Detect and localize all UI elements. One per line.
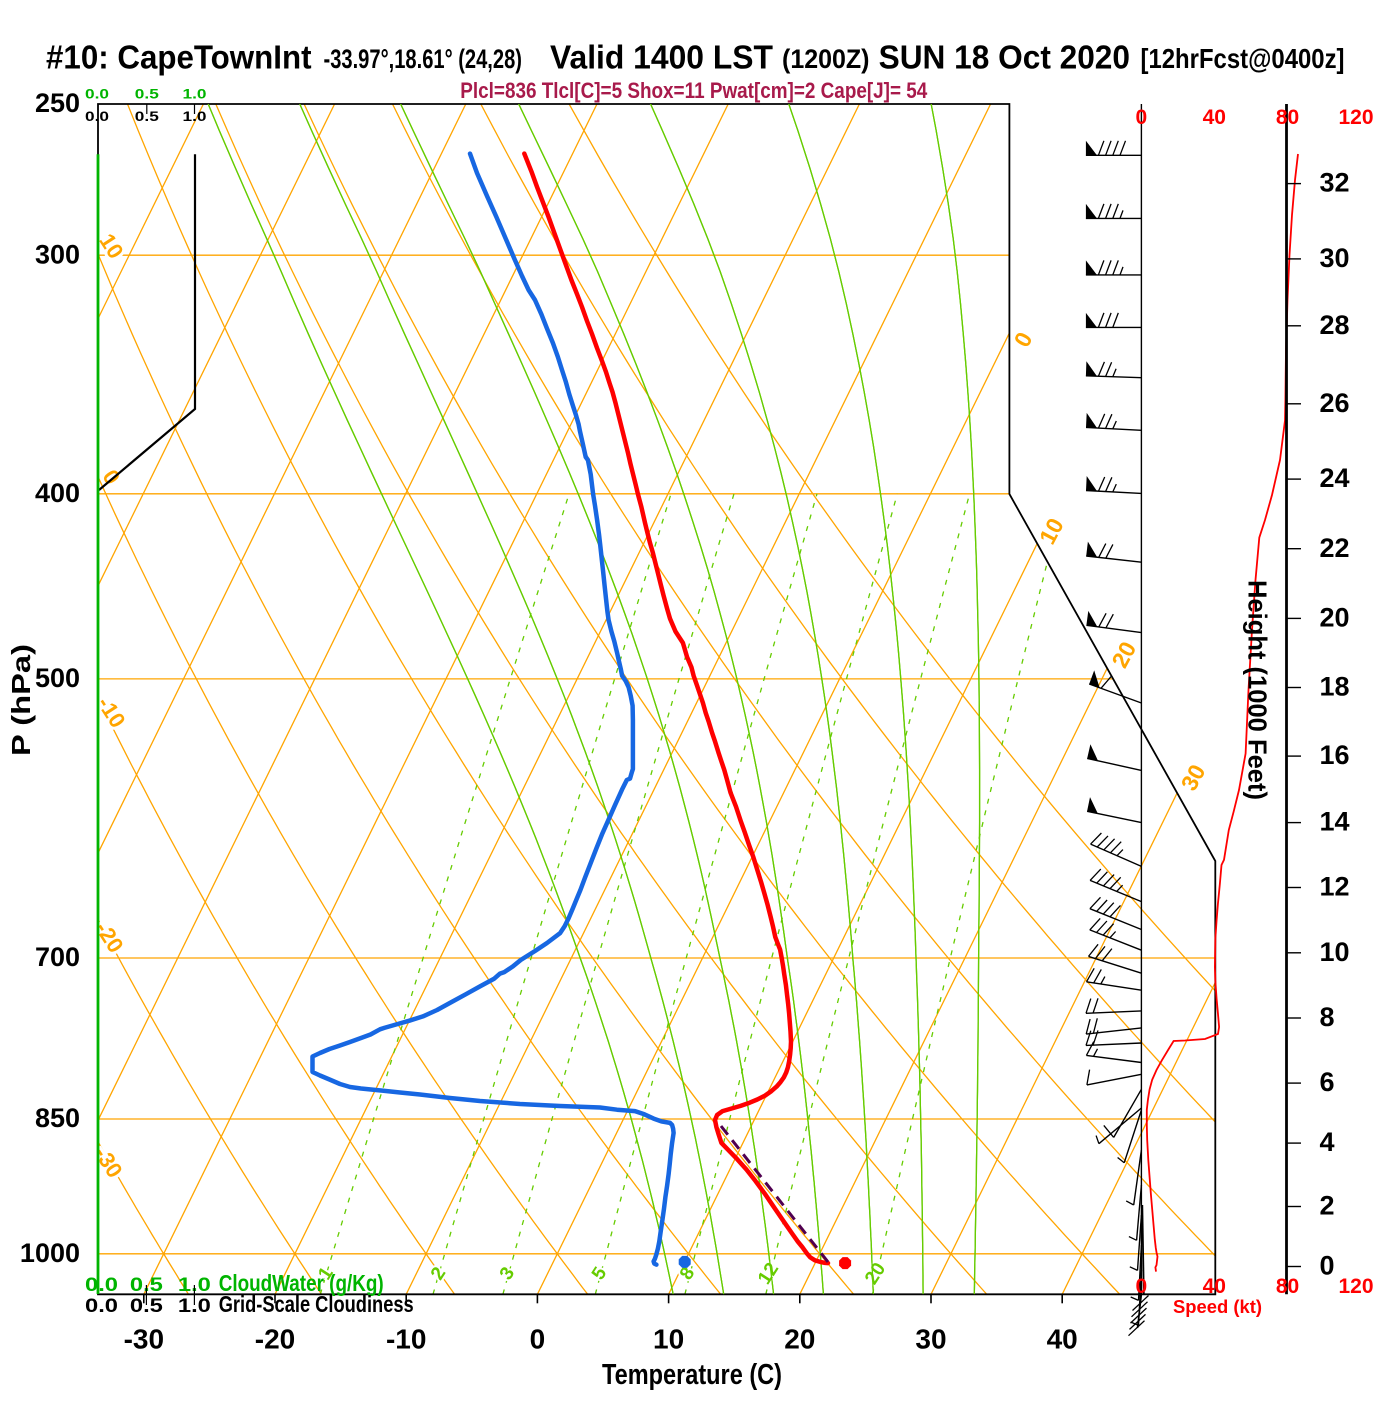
svg-text:2: 2 (1320, 1191, 1335, 1221)
svg-text:30: 30 (1320, 243, 1350, 273)
svg-text:(1200Z): (1200Z) (782, 44, 870, 74)
svg-text:1000: 1000 (20, 1238, 80, 1268)
svg-text:0.0: 0.0 (85, 108, 109, 124)
svg-text:120: 120 (1338, 1275, 1373, 1298)
svg-text:40: 40 (1203, 1275, 1226, 1298)
svg-text:4: 4 (1320, 1127, 1335, 1157)
svg-text:32: 32 (1320, 168, 1350, 198)
svg-text:1.0: 1.0 (178, 1296, 211, 1317)
svg-text:[12hrFcst@0400z]: [12hrFcst@0400z] (1141, 43, 1345, 74)
svg-text:30: 30 (915, 1323, 946, 1354)
svg-text:0: 0 (1136, 106, 1148, 129)
svg-text:1.0: 1.0 (183, 108, 207, 124)
svg-text:-20: -20 (255, 1323, 295, 1354)
svg-text:-10: -10 (386, 1323, 426, 1354)
svg-text:700: 700 (35, 942, 80, 972)
svg-text:CloudWater (g/Kg): CloudWater (g/Kg) (219, 1270, 384, 1296)
svg-text:80: 80 (1276, 106, 1299, 129)
svg-text:12: 12 (1320, 872, 1350, 902)
svg-text:40: 40 (1203, 106, 1226, 129)
svg-text:0: 0 (1136, 1275, 1148, 1298)
svg-text:0.5: 0.5 (135, 108, 159, 124)
svg-text:18: 18 (1320, 672, 1350, 702)
svg-text:500: 500 (35, 663, 80, 693)
svg-text:20: 20 (1320, 603, 1350, 633)
svg-text:300: 300 (35, 239, 80, 269)
svg-text:20: 20 (784, 1323, 815, 1354)
svg-text:0.5: 0.5 (130, 1296, 164, 1317)
svg-text:Speed (kt): Speed (kt) (1173, 1297, 1262, 1317)
svg-text:250: 250 (35, 88, 80, 118)
svg-text:10: 10 (653, 1323, 684, 1354)
svg-text:0: 0 (530, 1323, 546, 1354)
svg-text:Valid 1400 LST: Valid 1400 LST (550, 39, 773, 76)
svg-text:P (hPa): P (hPa) (6, 644, 36, 756)
svg-text:24: 24 (1320, 463, 1350, 493)
svg-text:400: 400 (35, 478, 80, 508)
svg-text:16: 16 (1320, 740, 1350, 770)
svg-text:Plcl=836 Tlcl[C]=5 Shox=11 Pwa: Plcl=836 Tlcl[C]=5 Shox=11 Pwat[cm]=2 Ca… (460, 78, 928, 103)
svg-text:-33.97°,18.61° (24,28): -33.97°,18.61° (24,28) (324, 44, 523, 74)
svg-text:26: 26 (1320, 388, 1350, 418)
svg-text:0.5: 0.5 (135, 86, 159, 102)
svg-text:14: 14 (1320, 807, 1350, 837)
svg-text:10: 10 (1320, 937, 1350, 967)
svg-text:6: 6 (1320, 1067, 1335, 1097)
svg-text:22: 22 (1320, 533, 1350, 563)
svg-text:80: 80 (1276, 1275, 1299, 1298)
svg-text:0.0: 0.0 (85, 1296, 118, 1317)
svg-text:40: 40 (1047, 1323, 1078, 1354)
svg-text:1.0: 1.0 (183, 86, 207, 102)
svg-text:28: 28 (1320, 310, 1350, 340)
svg-text:Grid-Scale Cloudiness: Grid-Scale Cloudiness (219, 1291, 414, 1317)
svg-text:0.0: 0.0 (85, 1275, 118, 1296)
svg-text:120: 120 (1338, 106, 1373, 129)
svg-text:850: 850 (35, 1103, 80, 1133)
svg-text:-30: -30 (124, 1323, 164, 1354)
svg-text:#10: CapeTownInt: #10: CapeTownInt (46, 39, 312, 76)
svg-text:Temperature (C): Temperature (C) (602, 1359, 782, 1391)
svg-text:0.0: 0.0 (85, 86, 109, 102)
svg-text:8: 8 (1320, 1002, 1335, 1032)
svg-text:Height (1000 Feet): Height (1000 Feet) (1243, 580, 1273, 800)
svg-text:0: 0 (1320, 1251, 1335, 1281)
svg-text:SUN 18 Oct 2020: SUN 18 Oct 2020 (879, 39, 1130, 76)
